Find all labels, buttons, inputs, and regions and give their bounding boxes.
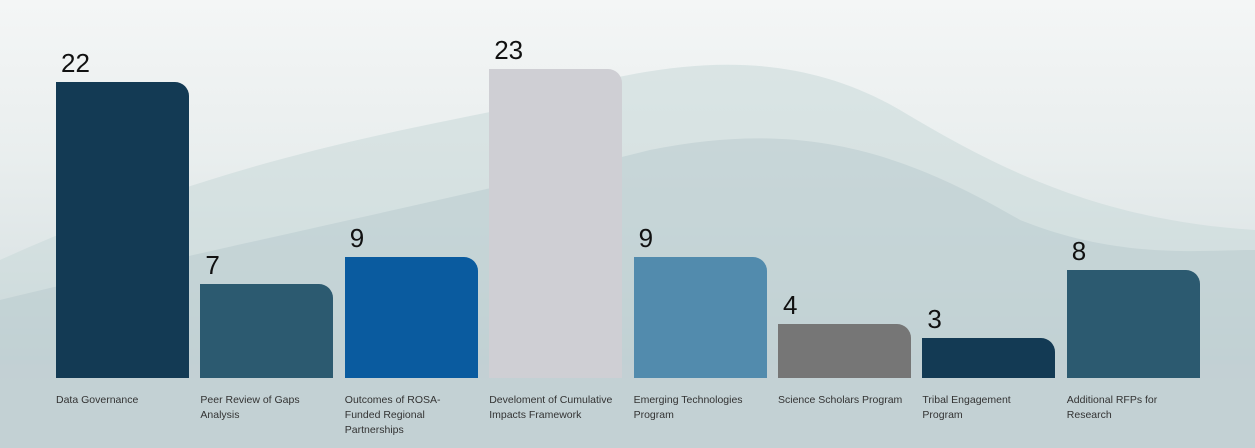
bar bbox=[200, 283, 334, 378]
bar bbox=[489, 68, 623, 378]
value-label: 8 bbox=[1071, 236, 1087, 267]
bar bbox=[633, 256, 767, 378]
value-label: 4 bbox=[783, 290, 798, 321]
category-label: Additional RFPs for Research bbox=[1066, 394, 1158, 421]
category-label: Tribal Engagement Program bbox=[922, 394, 1011, 421]
bar bbox=[778, 324, 911, 378]
category-label: Develoment of Cumulative Impacts Framewo… bbox=[489, 394, 613, 421]
value-label: 22 bbox=[61, 48, 90, 79]
bar bbox=[56, 82, 189, 378]
bar bbox=[1066, 270, 1200, 378]
bar bbox=[344, 256, 478, 378]
value-label: 23 bbox=[494, 34, 524, 65]
value-label: 7 bbox=[205, 249, 220, 280]
category-label: Data Governance bbox=[56, 394, 139, 406]
value-label: 3 bbox=[927, 303, 942, 334]
category-label: Science Scholars Program bbox=[778, 394, 903, 406]
value-label: 9 bbox=[349, 222, 365, 253]
category-label: Outcomes of ROSA-Funded Regional Partner… bbox=[344, 394, 441, 436]
category-label: Peer Review of Gaps Analysis bbox=[200, 394, 300, 421]
bar bbox=[922, 337, 1056, 378]
category-label: Emerging Technologies Program bbox=[633, 394, 743, 421]
value-label: 9 bbox=[638, 222, 654, 253]
